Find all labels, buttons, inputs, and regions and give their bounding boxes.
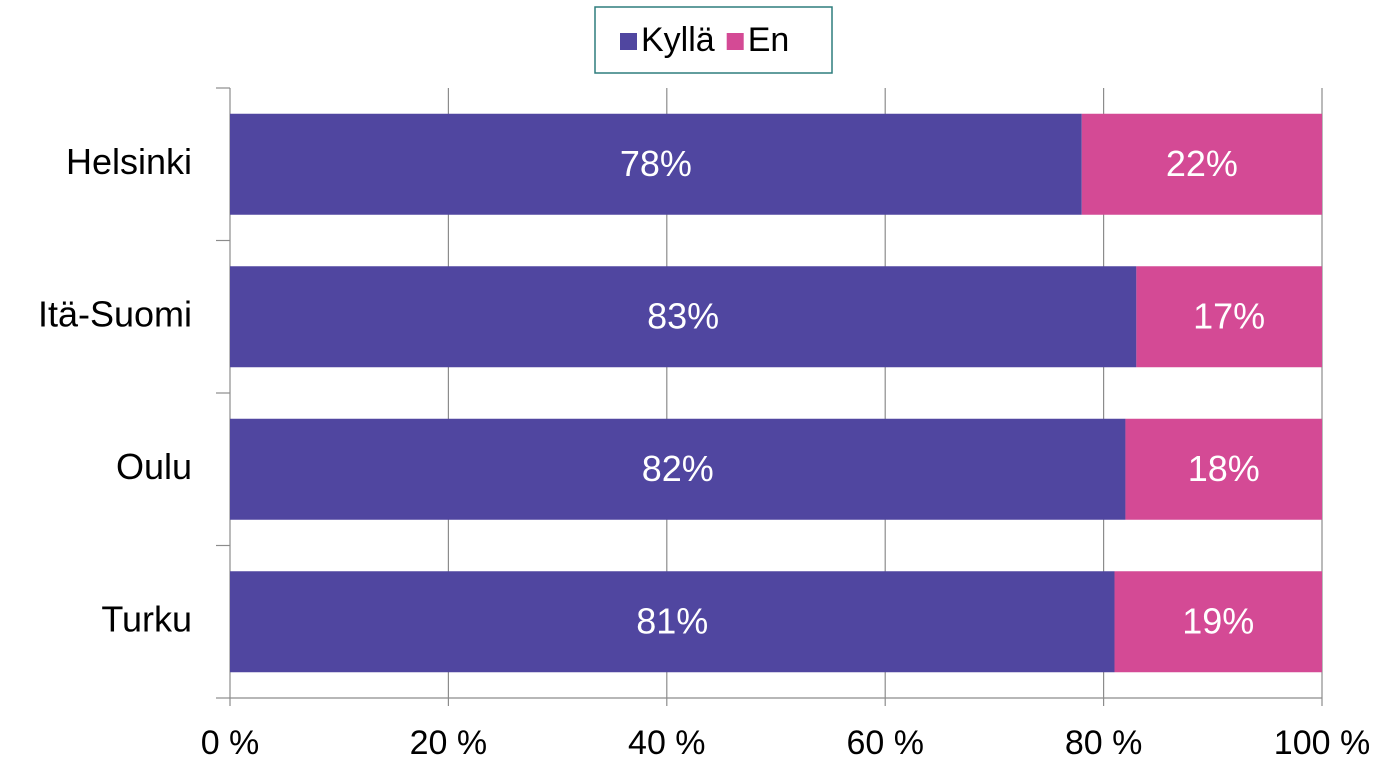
bar <box>230 571 1115 673</box>
data-label: 22% <box>1166 143 1238 184</box>
x-tick-label: 20 % <box>410 724 488 758</box>
data-label: 81% <box>636 600 708 641</box>
data-label: 18% <box>1188 448 1260 489</box>
bar <box>1136 266 1322 368</box>
data-label: 82% <box>642 448 714 489</box>
legend-label: Kyllä <box>641 21 715 59</box>
bar <box>1081 113 1322 215</box>
legend-label: En <box>748 21 790 59</box>
y-tick-label: Turku <box>101 598 192 639</box>
y-tick-label: Itä-Suomi <box>38 293 192 334</box>
legend-swatch <box>620 33 637 50</box>
x-tick-label: 100 % <box>1274 724 1370 758</box>
bar <box>1125 418 1322 520</box>
y-tick-label: Oulu <box>116 446 192 487</box>
x-tick-label: 40 % <box>628 724 706 758</box>
data-label: 17% <box>1193 295 1265 336</box>
y-tick-label: Helsinki <box>66 141 192 182</box>
x-tick-label: 0 % <box>201 724 260 758</box>
data-label: 19% <box>1182 600 1254 641</box>
x-tick-label: 80 % <box>1065 724 1143 758</box>
bar <box>230 266 1137 368</box>
legend-swatch <box>726 33 744 50</box>
x-tick-label: 60 % <box>846 724 924 758</box>
bar <box>1114 571 1322 673</box>
bar <box>230 418 1126 520</box>
data-label: 83% <box>647 295 719 336</box>
data-label: 78% <box>620 143 692 184</box>
bar <box>230 113 1082 215</box>
